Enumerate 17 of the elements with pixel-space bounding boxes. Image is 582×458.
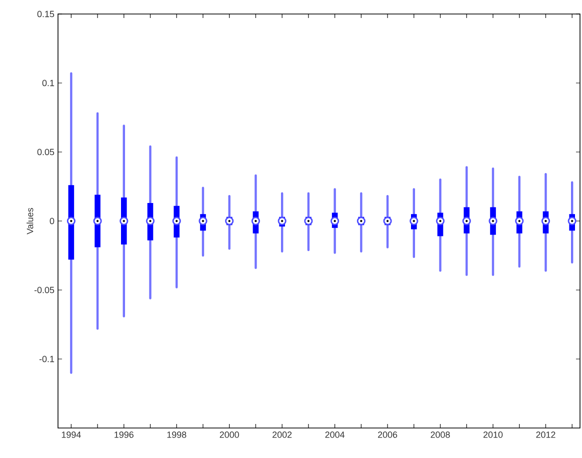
x-tick-label: 2002 [272, 432, 292, 438]
y-tick-label: 0.15 [37, 10, 54, 18]
y-tick-label: 0 [50, 218, 54, 224]
y-tick-label: 0.05 [37, 148, 54, 156]
y-tick-label: -0.05 [34, 286, 54, 294]
x-tick-label: 1998 [167, 432, 186, 438]
x-tick-label: 1996 [114, 432, 134, 438]
x-tick-label: 2010 [483, 432, 503, 438]
x-tick-label: 2006 [378, 432, 398, 438]
x-tick-label: 2000 [220, 432, 239, 438]
y-axis-title: Values [26, 208, 34, 234]
y-tick-label: -0.1 [39, 356, 54, 362]
x-tick-label: 1994 [62, 432, 81, 438]
x-tick-label: 2008 [430, 432, 450, 438]
x-tick-label: 2004 [325, 432, 345, 438]
x-tick-label: 2012 [536, 432, 556, 438]
y-tick-label: 0.1 [42, 80, 54, 86]
